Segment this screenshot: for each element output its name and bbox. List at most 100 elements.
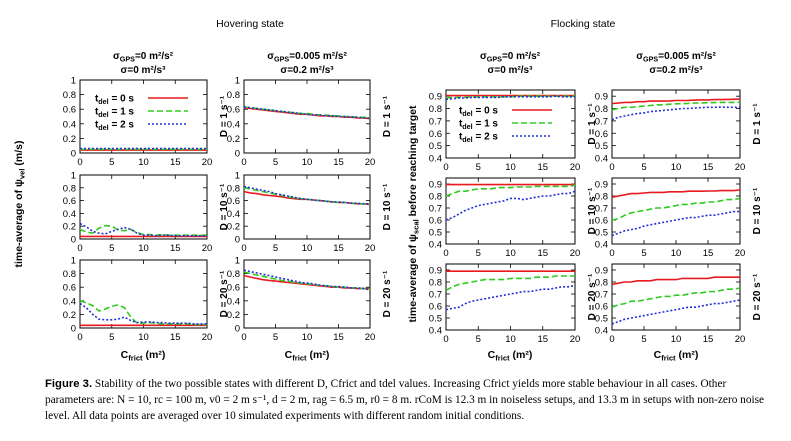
y-tick-label: 0.8 (227, 183, 240, 194)
x-axis-label-part: C (285, 349, 293, 361)
noise-header-gps-part: σ (636, 51, 643, 62)
x-tick-label: 0 (241, 332, 246, 343)
x-tick-label: 0 (241, 157, 246, 168)
d-label: D = 10 s⁻¹ (382, 183, 393, 230)
caption-label: Figure 3. (45, 378, 93, 390)
legend-label: tdel = 1 s (459, 119, 498, 132)
x-tick-label: 5 (109, 157, 114, 168)
y-tick-label: 0.7 (429, 204, 442, 215)
y-tick-label: 0.8 (227, 269, 240, 280)
y-tick-label: 0.4 (595, 240, 608, 251)
y-tick-label: 1 (235, 256, 240, 267)
x-tick-label: 10 (505, 162, 516, 173)
x-tick-label: 15 (170, 243, 181, 254)
noise-header-gps: σGPS=0.005 m²/s² (267, 51, 347, 64)
noise-header-acc: σ=0 m²/s³ (488, 65, 534, 76)
x-tick-label: 10 (138, 157, 149, 168)
noise-header-gps-part: GPS (120, 55, 135, 64)
y-tick-label: 0.6 (63, 105, 76, 116)
series-line-flock-noisy-D10-0 (611, 189, 741, 198)
y-tick-label: 1 (71, 76, 76, 87)
x-tick-label: 15 (333, 332, 344, 343)
x-axis-label-part: (m²) (676, 349, 699, 361)
y-tick-label: 0.5 (429, 314, 442, 325)
x-tick-label: 10 (302, 243, 313, 254)
panel-frame-flock-noisy-D10 (611, 177, 741, 245)
series-line-flock-noisy-D1-1 (611, 101, 741, 111)
y-tick-label: 1 (235, 76, 240, 87)
panel-frame-flock-noiseless-D20 (445, 263, 576, 331)
legend-label-part: = 2 s (109, 120, 135, 131)
y-tick-label: 0 (235, 149, 240, 160)
x-tick-label: 20 (365, 243, 376, 254)
x-tick-label: 0 (609, 162, 614, 173)
x-tick-label: 15 (170, 332, 181, 343)
y-axis-label-right-part: time-average of ψ (407, 234, 419, 323)
x-tick-label: 20 (365, 157, 376, 168)
x-tick-label: 0 (77, 243, 82, 254)
x-tick-label: 0 (443, 248, 448, 259)
x-tick-label: 5 (273, 332, 278, 343)
y-tick-label: 0.8 (63, 90, 76, 101)
noise-header-gps-part: =0.005 m²/s² (289, 51, 347, 62)
legend-label-part: = 1 s (109, 107, 135, 118)
panel-frame-hover-noisy-D20 (243, 259, 371, 329)
d-label: D = 10 s⁻¹ (752, 187, 763, 234)
x-tick-label: 20 (735, 248, 746, 259)
x-tick-label: 20 (202, 332, 213, 343)
noise-header-gps-part: =0 m²/s² (135, 51, 174, 62)
legend-label: tdel = 1 s (95, 107, 134, 120)
y-tick-label: 0.4 (595, 326, 608, 337)
noise-header-gps-part: =0.005 m²/s² (658, 51, 716, 62)
y-tick-label: 0.8 (63, 183, 76, 194)
y-tick-label: 0.2 (63, 310, 76, 321)
legend-label-part: t (95, 120, 99, 131)
x-tick-label: 15 (703, 248, 714, 259)
legend-label-part: t (459, 119, 463, 130)
d-label: D = 10 s⁻¹ (219, 183, 230, 230)
y-tick-label: 0.8 (595, 278, 608, 289)
x-tick-label: 10 (671, 248, 682, 259)
x-tick-label: 5 (476, 248, 481, 259)
y-tick-label: 0.6 (429, 129, 442, 140)
y-tick-label: 0 (235, 235, 240, 246)
x-axis-label-part: (m²) (143, 349, 166, 361)
y-axis-label-left-part: vel (18, 169, 27, 180)
d-label: D = 10 s⁻¹ (587, 187, 598, 234)
y-tick-label: 0.8 (595, 192, 608, 203)
x-tick-label: 10 (671, 334, 682, 345)
y-tick-label: 0.6 (227, 105, 240, 116)
y-tick-label: 0.4 (429, 154, 442, 165)
y-tick-label: 0.8 (429, 192, 442, 203)
x-tick-label: 0 (443, 334, 448, 345)
y-tick-label: 0.5 (429, 141, 442, 152)
x-tick-label: 5 (641, 162, 646, 173)
x-tick-label: 20 (202, 243, 213, 254)
y-axis-label-left: time-average of ψvel (m/s) (13, 140, 27, 267)
panel-frame-hover-noisy-D10 (243, 174, 371, 240)
y-tick-label: 0 (71, 149, 76, 160)
x-tick-label: 10 (138, 332, 149, 343)
panel-frame-hover-noiseless-D1 (79, 79, 208, 154)
y-tick-label: 0.8 (429, 104, 442, 115)
noise-header-acc: σ=0 m²/s³ (121, 65, 167, 76)
d-label: D = 1 s⁻¹ (219, 95, 230, 137)
x-tick-label: 15 (537, 162, 548, 173)
x-tick-label: 0 (77, 157, 82, 168)
noise-header-gps-part: =0 m²/s² (502, 51, 541, 62)
y-tick-label: 0.8 (227, 90, 240, 101)
y-tick-label: 0.4 (429, 240, 442, 251)
y-tick-label: 0.8 (429, 278, 442, 289)
state-title-hovering: Hovering state (216, 18, 284, 30)
y-tick-label: 0.4 (63, 209, 76, 220)
legend-label: tdel = 2 s (459, 132, 498, 145)
legend-label-part: = 0 s (109, 94, 135, 105)
legend-label: tdel = 0 s (459, 106, 498, 119)
x-tick-label: 5 (273, 157, 278, 168)
legend-label-part: del (462, 122, 472, 131)
series-line-flock-noiseless-D1-2 (445, 95, 575, 101)
noise-header-gps-part: GPS (487, 55, 502, 64)
x-tick-label: 20 (735, 334, 746, 345)
x-tick-label: 20 (570, 334, 581, 345)
y-tick-label: 0.6 (227, 196, 240, 207)
